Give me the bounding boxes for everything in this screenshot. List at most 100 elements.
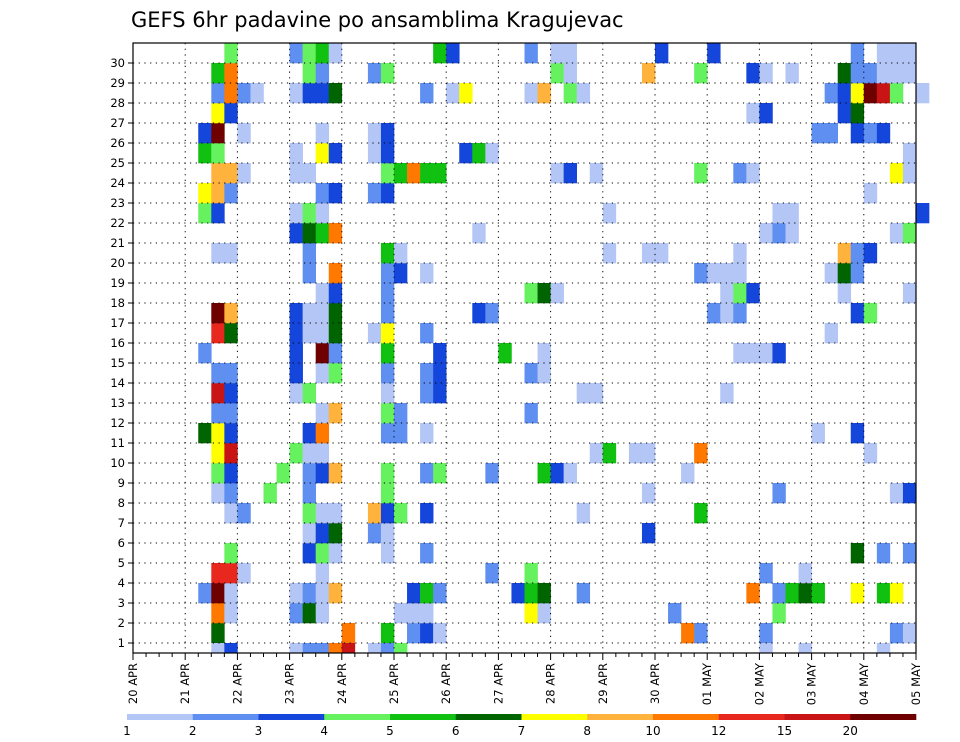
heatmap-cell xyxy=(328,523,343,544)
heatmap-cell xyxy=(211,643,225,654)
heatmap-cell xyxy=(380,263,395,284)
heatmap-cell xyxy=(720,263,734,284)
heatmap-cell xyxy=(733,163,747,184)
heatmap-cell xyxy=(668,603,682,624)
heatmap-cell xyxy=(394,163,408,184)
heatmap-cell xyxy=(367,643,382,654)
heatmap-cell xyxy=(876,83,891,104)
heatmap-cell xyxy=(211,463,225,484)
heatmap-cell xyxy=(889,163,904,184)
heatmap-cell xyxy=(850,43,865,64)
heatmap-cell xyxy=(889,483,904,504)
heatmap-cell xyxy=(563,63,577,84)
colorbar-label: 10 xyxy=(645,724,660,738)
grid-lines xyxy=(133,43,916,653)
heatmap-cell xyxy=(211,243,225,264)
y-tick-label: 2 xyxy=(118,616,125,630)
heatmap-cell xyxy=(328,183,343,204)
heatmap-cell xyxy=(563,163,577,184)
heatmap-cell xyxy=(315,403,330,424)
heatmap-cell xyxy=(211,443,225,464)
x-tick-label: 03 MAY xyxy=(805,662,819,705)
heatmap-cell xyxy=(211,483,225,504)
heatmap-cell xyxy=(433,163,447,184)
heatmap-cell xyxy=(380,323,395,344)
heatmap-cell xyxy=(902,543,917,564)
heatmap-cell xyxy=(237,123,251,144)
heatmap-cell xyxy=(394,403,408,424)
heatmap-cell xyxy=(289,603,303,624)
heatmap-cell xyxy=(694,63,708,84)
heatmap-cell xyxy=(315,503,330,524)
heatmap-cell xyxy=(328,143,343,164)
heatmap-cell xyxy=(707,263,721,284)
heatmap-cell xyxy=(224,563,238,584)
y-tick-label: 27 xyxy=(110,116,125,130)
heatmap-cell xyxy=(276,463,290,484)
heatmap-cell xyxy=(289,363,303,384)
heatmap-cell xyxy=(850,263,865,284)
heatmap-cell xyxy=(211,203,225,224)
heatmap-cell xyxy=(889,43,904,64)
colorbar-label: 4 xyxy=(320,724,328,738)
heatmap-cell xyxy=(694,163,708,184)
heatmap-cell xyxy=(263,483,277,504)
y-axis: 1234567891011121314151617181920212223242… xyxy=(110,56,133,650)
heatmap-cell xyxy=(694,263,708,284)
heatmap-cell xyxy=(407,603,421,624)
heatmap-cell xyxy=(759,223,773,244)
heatmap-cell xyxy=(902,163,917,184)
heatmap-cell xyxy=(863,123,878,144)
colorbar-swatch xyxy=(718,714,785,720)
heatmap-cell xyxy=(315,643,330,654)
heatmap-cell xyxy=(576,503,591,524)
heatmap-cell xyxy=(746,283,760,304)
heatmap-cell xyxy=(811,123,825,144)
heatmap-cell xyxy=(433,463,447,484)
heatmap-cell xyxy=(315,143,330,164)
heatmap-cell xyxy=(850,63,865,84)
y-tick-label: 26 xyxy=(110,136,125,150)
heatmap-cell xyxy=(394,423,408,444)
heatmap-cell xyxy=(759,563,773,584)
heatmap-cell xyxy=(902,283,917,304)
heatmap-cell xyxy=(315,183,330,204)
x-tick-label: 26 APR xyxy=(439,663,453,704)
heatmap-cell xyxy=(289,163,303,184)
heatmap-cell xyxy=(641,243,656,264)
heatmap-cell xyxy=(328,43,343,64)
y-tick-label: 29 xyxy=(110,76,125,90)
heatmap-cell xyxy=(224,403,238,424)
heatmap-cell xyxy=(302,583,316,604)
x-tick-label: 28 APR xyxy=(544,663,558,704)
heatmap-cell xyxy=(315,523,330,544)
heatmap-cell xyxy=(224,483,238,504)
heatmap-cell xyxy=(315,423,330,444)
x-tick-label: 05 MAY xyxy=(909,662,923,705)
heatmap-cell xyxy=(863,243,878,264)
heatmap-cell xyxy=(302,443,316,464)
heatmap-cell xyxy=(315,63,330,84)
heatmap-cell xyxy=(850,243,865,264)
heatmap-cell xyxy=(302,643,316,654)
heatmap-cell xyxy=(367,503,382,524)
heatmap-cell xyxy=(302,323,316,344)
heatmap-cell xyxy=(328,503,343,524)
colorbar-label: 5 xyxy=(386,724,394,738)
heatmap-cell xyxy=(524,563,538,584)
y-tick-label: 30 xyxy=(110,56,125,70)
heatmap-cell xyxy=(211,63,225,84)
heatmap-cell xyxy=(472,223,486,244)
heatmap-cell xyxy=(407,163,421,184)
colorbar-label: 20 xyxy=(843,724,858,738)
heatmap-cell xyxy=(211,303,225,324)
heatmap-cell xyxy=(485,143,499,164)
heatmap-cell xyxy=(289,203,303,224)
heatmap-cell xyxy=(837,243,852,264)
heatmap-cell xyxy=(380,123,395,144)
heatmap-cell xyxy=(380,383,395,404)
heatmap-cell xyxy=(224,383,238,404)
heatmap-cell xyxy=(328,543,343,564)
y-tick-label: 7 xyxy=(118,516,125,530)
